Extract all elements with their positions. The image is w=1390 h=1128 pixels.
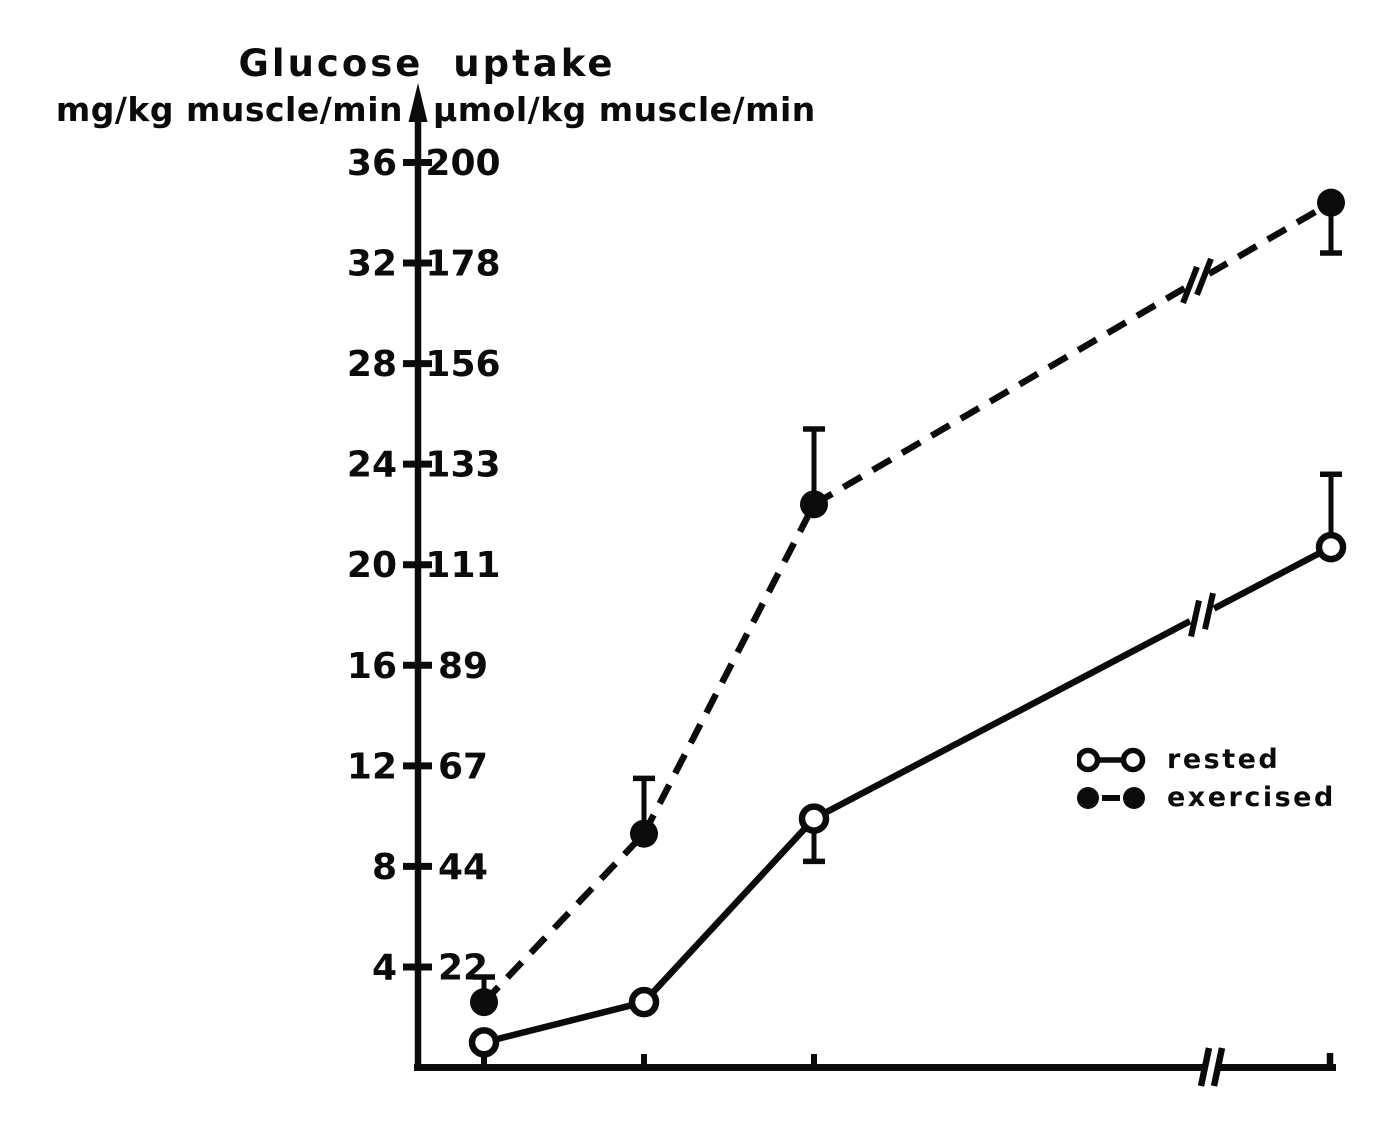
y-tick-label-right: 44 <box>438 847 488 888</box>
legend: rested exercised <box>1077 744 1336 814</box>
rested-point-3 <box>798 803 830 834</box>
rested-line-break-mark <box>1202 592 1216 630</box>
y-tick-label-left: 16 <box>347 646 397 687</box>
y-tick-label-right: 156 <box>425 344 500 385</box>
y-tick-label-left: 32 <box>347 244 397 285</box>
rested-line-segment <box>483 998 645 1046</box>
legend-row-rested: rested <box>1077 744 1336 776</box>
exercised-point-2 <box>630 819 658 848</box>
legend-label-exercised: exercised <box>1167 782 1336 813</box>
rested-line-break-mark <box>1188 599 1202 638</box>
y-tick-label-left: 24 <box>347 445 397 486</box>
exercised-line-segment <box>812 285 1187 508</box>
rested-point-4 <box>1315 531 1347 563</box>
y-tick-label-right: 178 <box>425 244 500 285</box>
y-tick-label-right: 200 <box>425 143 500 184</box>
exercised-point-4 <box>1317 188 1345 217</box>
y-tick-label-left: 28 <box>347 344 397 385</box>
exercised-point-3 <box>800 490 828 519</box>
y-tick-label-left: 4 <box>372 947 397 988</box>
y-tick-label-right: 22 <box>438 947 488 988</box>
y-tick-label-right: 67 <box>438 746 488 787</box>
y-axis-right-unit-label: µmol/kg muscle/min <box>433 90 816 129</box>
chart-title: Glucose uptake <box>238 42 616 85</box>
rested-line-segment <box>641 816 817 1005</box>
exercised-line-segment <box>481 831 647 1005</box>
x-axis-break-mark <box>1210 1047 1226 1087</box>
rested-line-segment <box>812 618 1192 822</box>
x-axis-break-mark <box>1197 1047 1213 1087</box>
y-tick-label-right: 133 <box>425 445 500 486</box>
y-axis-left-unit-label: mg/kg muscle/min <box>55 90 403 129</box>
rested-point-2 <box>628 986 660 1018</box>
rested-line-segment <box>1212 544 1333 612</box>
y-tick-label-left: 12 <box>347 746 397 787</box>
y-tick-label-right: 111 <box>425 545 500 586</box>
rested-legend-marker-icon <box>1077 747 1146 773</box>
exercised-line-break-mark <box>1180 265 1200 305</box>
exercised-line-break-mark <box>1194 257 1214 296</box>
legend-label-rested: rested <box>1167 744 1281 775</box>
y-axis-arrowhead <box>408 83 428 122</box>
exercised-line-segment <box>641 502 817 836</box>
exercised-line-segment <box>1207 199 1333 277</box>
y-tick-label-right: 89 <box>438 646 488 687</box>
exercised-legend-marker-icon <box>1077 787 1145 809</box>
y-tick-label-left: 8 <box>372 847 397 888</box>
rested-point-1 <box>468 1027 500 1058</box>
legend-row-exercised: exercised <box>1077 782 1336 814</box>
y-tick-label-left: 36 <box>347 143 397 184</box>
exercised-point-1 <box>470 988 498 1017</box>
y-tick-label-left: 20 <box>347 545 397 586</box>
